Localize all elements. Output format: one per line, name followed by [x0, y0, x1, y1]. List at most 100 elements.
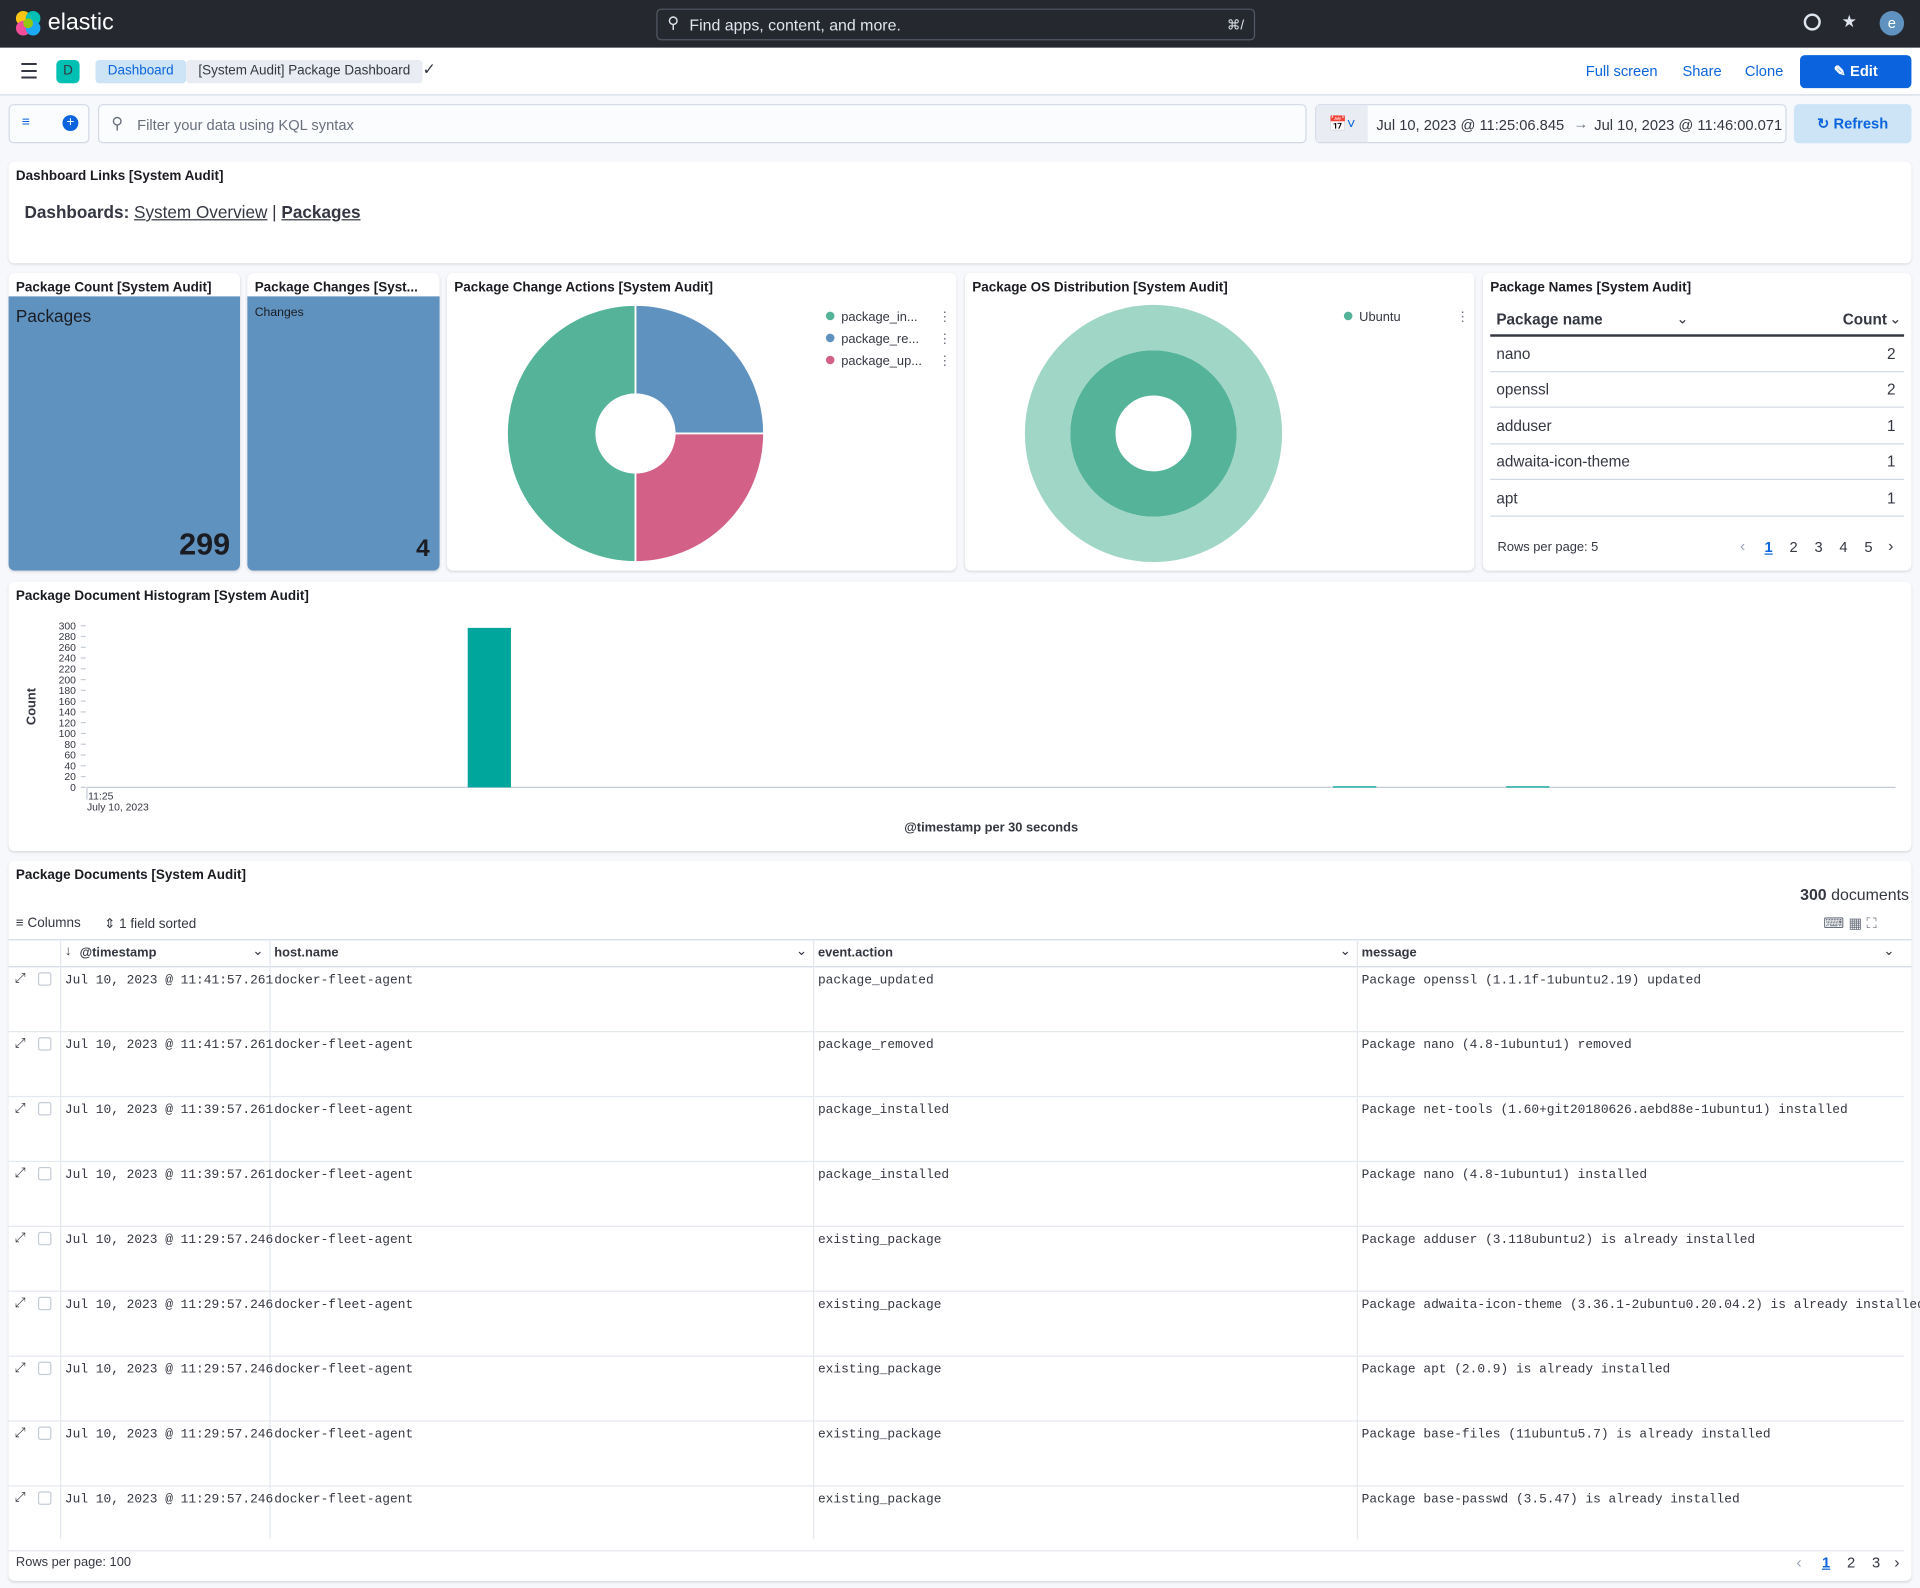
breadcrumb[interactable]: Dashboard: [95, 60, 186, 84]
sort-icon[interactable]: ⌄: [1889, 309, 1902, 327]
expand-icon[interactable]: ⤢: [14, 1295, 26, 1311]
page-link[interactable]: 2: [1847, 1553, 1856, 1572]
column-menu[interactable]: ⌄: [795, 944, 808, 959]
package-count: 1: [1886, 453, 1896, 471]
column-header[interactable]: host.name: [274, 945, 339, 961]
column-header[interactable]: Package name: [1496, 311, 1603, 329]
cell: package_installed: [817, 1168, 950, 1183]
panel-title: Package Change Actions [System Audit]: [454, 280, 714, 296]
cell: docker-fleet-agent: [274, 973, 414, 989]
start-date[interactable]: Jul 10, 2023 @ 11:25:06.845: [1376, 116, 1565, 134]
row-checkbox[interactable]: [37, 1166, 52, 1181]
cell: Jul 10, 2023 @ 11:29:57.246: [64, 1297, 274, 1313]
expand-icon[interactable]: ⤢: [14, 1490, 26, 1505]
row-rule: [8, 1031, 1905, 1033]
query-input[interactable]: ⚲ Filter your data using KQL syntax: [97, 104, 1307, 144]
cell: docker-fleet-agent: [274, 1233, 414, 1248]
expand-icon[interactable]: ⤢: [14, 1425, 26, 1441]
expand-icon[interactable]: ⤢: [14, 1230, 26, 1246]
cell: docker-fleet-agent: [274, 1038, 414, 1054]
panel-title: Dashboard Links [System Audit]: [15, 168, 224, 184]
column-menu[interactable]: ⌄: [1339, 944, 1351, 959]
column-header[interactable]: event.action: [817, 945, 893, 961]
pie-panel: Package Change Actions [System Audit]: [446, 273, 957, 571]
menu-button[interactable]: ☰: [19, 60, 39, 84]
global-search[interactable]: ⚲ Find apps, content, and more. ⌘/: [656, 8, 1256, 41]
row-rule: [8, 1355, 1905, 1357]
row-rule: [1490, 371, 1905, 373]
filter-buttons[interactable]: ≡ +: [8, 104, 90, 144]
package-name: adduser: [1496, 417, 1552, 435]
page-link[interactable]: 5: [1864, 538, 1873, 556]
cell: existing_package: [817, 1427, 942, 1443]
header-row: [8, 939, 1912, 968]
page-prev[interactable]: ‹: [1740, 536, 1746, 555]
date-picker[interactable]: 📅˅ Jul 10, 2023 @ 11:25:06.845 → Jul 10,…: [1315, 104, 1787, 144]
expand-icon[interactable]: ⤢: [14, 1360, 26, 1376]
rows-per-page[interactable]: Rows per page: 100: [15, 1555, 132, 1570]
page-link[interactable]: 3: [1871, 1553, 1881, 1572]
logo: [15, 11, 41, 36]
page-link[interactable]: 2: [1789, 538, 1798, 556]
row-checkbox[interactable]: [37, 1426, 52, 1441]
end-date[interactable]: Jul 10, 2023 @ 11:46:00.071: [1594, 116, 1783, 134]
column-rule: [1356, 939, 1358, 1540]
package-count: 2: [1886, 381, 1896, 399]
breadcrumb: [System Audit] Package Dashboard: [186, 60, 423, 84]
column-menu[interactable]: ⌄: [1883, 944, 1895, 959]
column-header[interactable]: Count: [1842, 311, 1887, 329]
dashboard-link[interactable]: Packages: [281, 202, 361, 222]
grid-tools[interactable]: ⌨ ▦ ⛶: [1823, 914, 1877, 932]
count-value: 300: [1800, 885, 1827, 904]
page-link[interactable]: 3: [1814, 538, 1823, 556]
avatar[interactable]: e: [1879, 11, 1905, 36]
expand-icon[interactable]: ⤢: [14, 1035, 26, 1051]
refresh-button[interactable]: ↻ Refresh: [1793, 104, 1912, 144]
dashboard-link[interactable]: System Overview: [134, 202, 268, 222]
column-menu[interactable]: ⌄: [252, 944, 264, 959]
expand-icon[interactable]: ⤢: [14, 971, 26, 986]
page-prev[interactable]: ‹: [1796, 1552, 1802, 1572]
row-checkbox[interactable]: [37, 1037, 52, 1051]
nav-action[interactable]: Clone: [1744, 62, 1784, 80]
cell: Package base-passwd (3.5.47) is already …: [1361, 1492, 1740, 1508]
add-filter[interactable]: +: [62, 115, 79, 132]
sort-icon[interactable]: ⌄: [1676, 309, 1689, 327]
nav-action[interactable]: Full screen: [1585, 62, 1658, 80]
space-badge[interactable]: D: [56, 60, 80, 84]
page-next[interactable]: ›: [1894, 1552, 1900, 1572]
package-name: nano: [1496, 345, 1531, 363]
panel-title: Package Document Histogram [System Audit…: [15, 588, 309, 604]
calendar-button[interactable]: 📅˅: [1316, 105, 1368, 143]
names-panel: Package Names [System Audit] Package nam…: [1482, 273, 1912, 571]
page-link[interactable]: 4: [1839, 538, 1848, 556]
row-checkbox[interactable]: [37, 1296, 52, 1311]
help-icon[interactable]: [1803, 13, 1821, 31]
package-count: 1: [1886, 417, 1896, 435]
page-link[interactable]: 1: [1822, 1553, 1831, 1572]
sort-button[interactable]: ⇕ 1 field sorted: [104, 917, 197, 932]
expand-icon[interactable]: ⤢: [14, 1165, 26, 1181]
nav-action[interactable]: Share: [1682, 62, 1722, 80]
row-checkbox[interactable]: [37, 1231, 52, 1246]
column-header[interactable]: @timestamp: [79, 945, 157, 961]
page-link[interactable]: 1: [1764, 538, 1773, 556]
cell: Package nano (4.8-1ubuntu1) installed: [1361, 1168, 1648, 1183]
page-next[interactable]: ›: [1888, 536, 1894, 555]
row-checkbox[interactable]: [37, 1491, 52, 1505]
shortcut: ⌘/: [1226, 18, 1245, 34]
filter-icon[interactable]: ≡: [22, 115, 30, 130]
row-checkbox[interactable]: [37, 1361, 52, 1376]
row-checkbox[interactable]: [37, 1102, 52, 1116]
row-rule: [8, 1290, 1905, 1292]
row-checkbox[interactable]: [37, 972, 52, 986]
edit-button[interactable]: ✎ Edit: [1800, 55, 1912, 89]
column-header[interactable]: message: [1361, 945, 1417, 961]
columns-button[interactable]: ≡ Columns: [15, 915, 81, 931]
metric-tile: Packages 299: [8, 296, 241, 571]
news-icon[interactable]: ★: [1841, 11, 1858, 31]
rows-per-page[interactable]: Rows per page: 5: [1497, 540, 1599, 555]
expand-icon[interactable]: ⤢: [14, 1100, 26, 1116]
